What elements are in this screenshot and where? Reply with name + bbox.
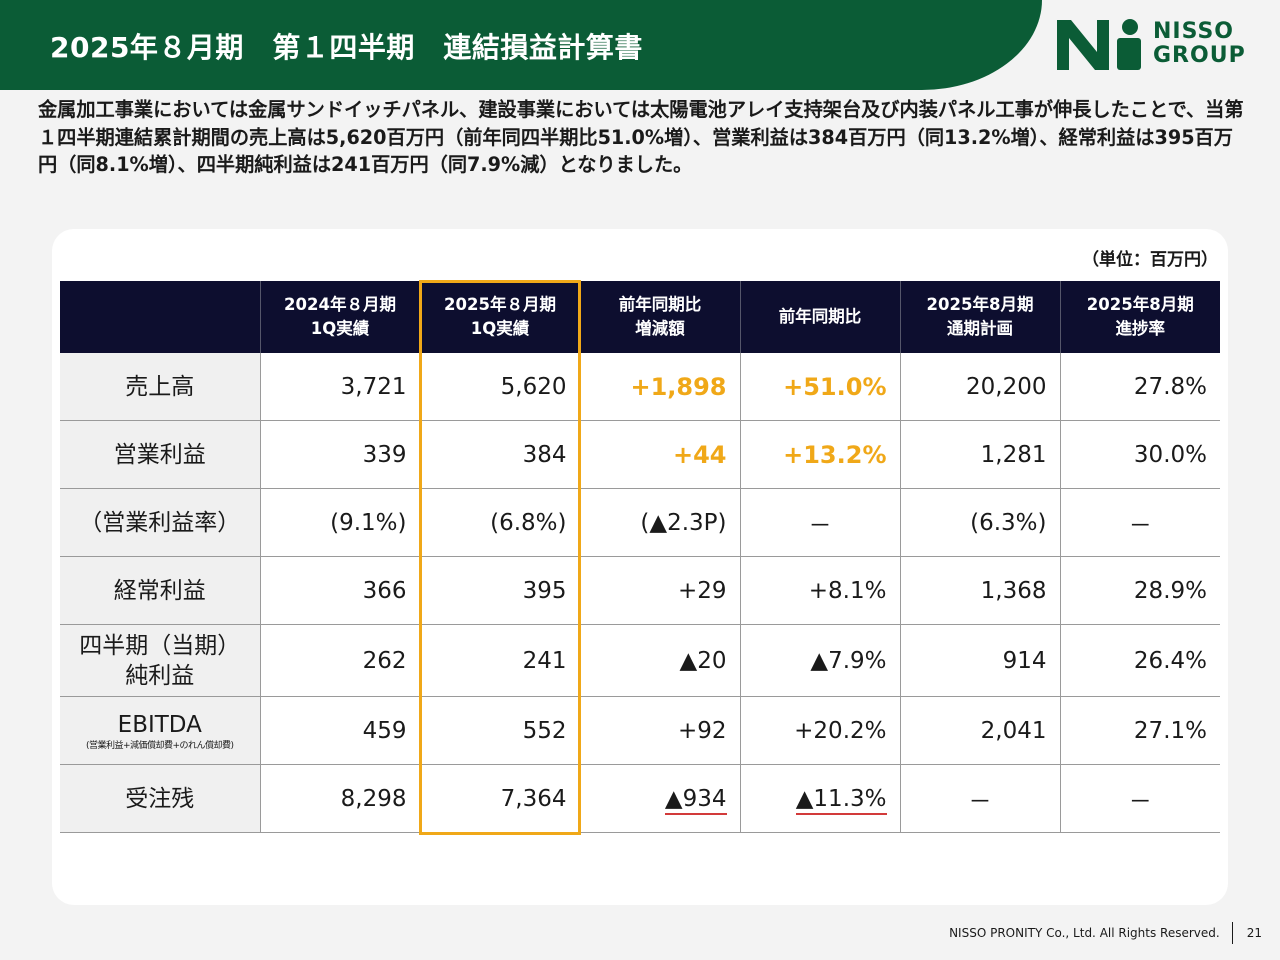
header-progress-rate: 2025年8月期 進捗率 xyxy=(1059,281,1220,353)
underlined-negative-value: ▲934 xyxy=(664,785,727,815)
page-number: 21 xyxy=(1246,926,1262,940)
company-logo: NISSO GROUP xyxy=(1055,18,1255,72)
cell-2024-1q: 459 xyxy=(259,696,420,765)
footer-divider xyxy=(1231,922,1233,944)
ni-logo-icon xyxy=(1057,19,1141,70)
cell-yoy-diff: +29 xyxy=(579,556,740,625)
cell-2025-1q: 395 xyxy=(419,556,580,625)
row-label-note: (営業利益+減価償却費+のれん償却費) xyxy=(85,740,234,751)
row-label: 四半期（当期） 純利益 xyxy=(60,624,260,697)
cell-full-year-plan: 914 xyxy=(899,624,1060,697)
cell-2025-1q: 552 xyxy=(419,696,580,765)
cell-2024-1q: 262 xyxy=(259,624,420,697)
cell-full-year-plan: (6.3%) xyxy=(899,488,1060,557)
cell-full-year-plan: 2,041 xyxy=(899,696,1060,765)
cell-2024-1q: 8,298 xyxy=(259,764,420,833)
table-row-operating-margin: （営業利益率） (9.1%) (6.8%) (▲2.3P) － (6.3%) － xyxy=(60,488,1220,557)
table-row-net-income: 四半期（当期） 純利益 262 241 ▲20 ▲7.9% 914 26.4% xyxy=(60,624,1220,697)
cell-progress-rate: － xyxy=(1059,764,1220,833)
cell-full-year-plan: 20,200 xyxy=(899,353,1060,421)
cell-full-year-plan: 1,281 xyxy=(899,420,1060,489)
table-card: （単位：百万円） 2024年８月期 1Q実績 2025年８月期 1Q実績 前年同期比… xyxy=(52,229,1228,905)
cell-yoy-diff: ▲20 xyxy=(579,624,740,697)
cell-yoy-diff: +1,898 xyxy=(579,353,740,421)
cell-progress-rate: 28.9% xyxy=(1059,556,1220,625)
cell-full-year-plan: － xyxy=(899,764,1060,833)
copyright-text: NISSO PRONITY Co., Ltd. All Rights Reser… xyxy=(949,926,1220,940)
cell-yoy-ratio: ▲7.9% xyxy=(739,624,900,697)
cell-yoy-diff: +44 xyxy=(579,420,740,489)
header-yoy-ratio: 前年同期比 xyxy=(739,281,900,353)
positive-value: +51.0% xyxy=(783,372,887,401)
cell-2025-1q: 241 xyxy=(419,624,580,697)
positive-value: +1,898 xyxy=(630,372,727,401)
income-statement-table: 2024年８月期 1Q実績 2025年８月期 1Q実績 前年同期比 増減額 前年同期比… xyxy=(60,281,1220,833)
cell-yoy-ratio: － xyxy=(739,488,900,557)
cell-progress-rate: － xyxy=(1059,488,1220,557)
cell-2025-1q: 7,364 xyxy=(419,764,580,833)
header-blank xyxy=(60,281,260,353)
cell-progress-rate: 30.0% xyxy=(1059,420,1220,489)
header-full-year-plan: 2025年8月期 通期計画 xyxy=(899,281,1060,353)
row-label: 営業利益 xyxy=(60,420,260,489)
header-2025-1q: 2025年８月期 1Q実績 xyxy=(419,281,580,353)
underlined-negative-value: ▲11.3% xyxy=(795,785,887,815)
cell-2025-1q: (6.8%) xyxy=(419,488,580,557)
cell-yoy-diff: +92 xyxy=(579,696,740,765)
logo-text-line1: NISSO xyxy=(1153,19,1235,44)
cell-progress-rate: 26.4% xyxy=(1059,624,1220,697)
logo-wordmark: NISSO GROUP xyxy=(1153,20,1246,68)
positive-value: +44 xyxy=(672,440,727,469)
footer: NISSO PRONITY Co., Ltd. All Rights Reser… xyxy=(949,922,1262,944)
row-label-main: EBITDA xyxy=(117,711,202,738)
cell-2024-1q: (9.1%) xyxy=(259,488,420,557)
cell-yoy-diff: ▲934 xyxy=(579,764,740,833)
cell-2024-1q: 366 xyxy=(259,556,420,625)
table-row-ebitda: EBITDA (営業利益+減価償却費+のれん償却費) 459 552 +92 +… xyxy=(60,696,1220,765)
table-row-net-sales: 売上高 3,721 5,620 +1,898 +51.0% 20,200 27.… xyxy=(60,353,1220,421)
table-header-row: 2024年８月期 1Q実績 2025年８月期 1Q実績 前年同期比 増減額 前年同期比… xyxy=(60,281,1220,353)
cell-yoy-ratio: +51.0% xyxy=(739,353,900,421)
row-label: 受注残 xyxy=(60,764,260,833)
table-row-order-backlog: 受注残 8,298 7,364 ▲934 ▲11.3% － － xyxy=(60,764,1220,833)
cell-2024-1q: 339 xyxy=(259,420,420,489)
row-label: EBITDA (営業利益+減価償却費+のれん償却費) xyxy=(60,696,260,765)
table-row-ordinary-profit: 経常利益 366 395 +29 +8.1% 1,368 28.9% xyxy=(60,556,1220,625)
cell-2024-1q: 3,721 xyxy=(259,353,420,421)
table-row-operating-profit: 営業利益 339 384 +44 +13.2% 1,281 30.0% xyxy=(60,420,1220,489)
cell-full-year-plan: 1,368 xyxy=(899,556,1060,625)
header-yoy-diff: 前年同期比 増減額 xyxy=(579,281,740,353)
header-2024-1q: 2024年８月期 1Q実績 xyxy=(259,281,420,353)
cell-2025-1q: 384 xyxy=(419,420,580,489)
title-bar: 2025年８月期 第１四半期 連結損益計算書 xyxy=(0,0,1042,90)
unit-label: （単位：百万円） xyxy=(1082,250,1218,270)
row-label: 経常利益 xyxy=(60,556,260,625)
row-label: 売上高 xyxy=(60,353,260,421)
cell-yoy-ratio: +8.1% xyxy=(739,556,900,625)
cell-yoy-ratio: +13.2% xyxy=(739,420,900,489)
cell-progress-rate: 27.8% xyxy=(1059,353,1220,421)
summary-paragraph: 金属加工事業においては金属サンドイッチパネル、建設事業においては太陽電池アレイ支… xyxy=(38,98,1244,176)
cell-progress-rate: 27.1% xyxy=(1059,696,1220,765)
cell-2025-1q: 5,620 xyxy=(419,353,580,421)
page-title: 2025年８月期 第１四半期 連結損益計算書 xyxy=(50,31,643,64)
row-label: （営業利益率） xyxy=(60,488,260,557)
cell-yoy-ratio: +20.2% xyxy=(739,696,900,765)
positive-value: +13.2% xyxy=(783,440,887,469)
cell-yoy-diff: (▲2.3P) xyxy=(579,488,740,557)
logo-text-line2: GROUP xyxy=(1153,43,1246,68)
cell-yoy-ratio: ▲11.3% xyxy=(739,764,900,833)
